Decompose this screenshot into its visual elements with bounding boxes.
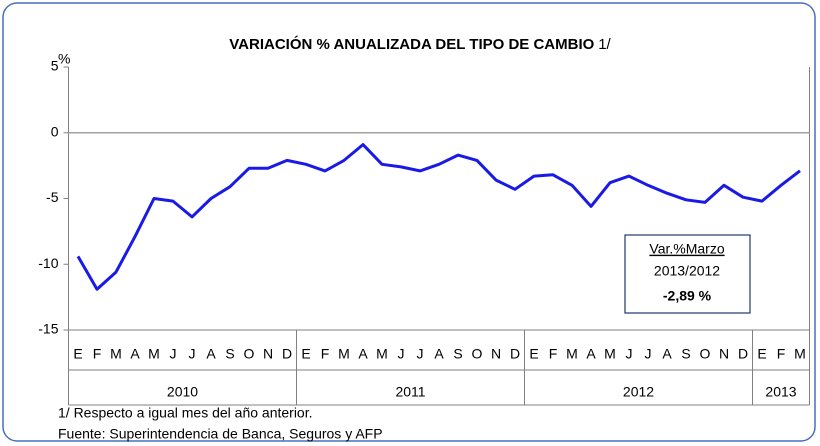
y-tick-label: -10 [38, 255, 58, 271]
x-tick-label: M [376, 346, 388, 362]
y-tick-label: 5 [51, 58, 59, 74]
x-tick-label: F [93, 346, 102, 362]
footnote: Fuente: Superintendencia de Banca, Segur… [58, 426, 383, 442]
x-tick-label: J [189, 346, 196, 362]
footnote: 1/ Respecto a igual mes del año anterior… [58, 405, 313, 421]
x-tick-label: M [338, 346, 350, 362]
x-tick-label: E [757, 346, 766, 362]
chart-title: VARIACIÓN % ANUALIZADA DEL TIPO DE CAMBI… [229, 35, 611, 53]
x-tick-label: J [645, 346, 652, 362]
x-tick-label: D [282, 346, 292, 362]
year-label: 2013 [765, 384, 796, 400]
x-tick-label: A [662, 346, 672, 362]
x-tick-label: J [398, 346, 405, 362]
x-tick-label: D [738, 346, 748, 362]
x-tick-label: A [586, 346, 596, 362]
x-tick-label: M [604, 346, 616, 362]
x-tick-label: M [794, 346, 806, 362]
x-tick-label: A [358, 346, 368, 362]
year-label: 2010 [167, 384, 198, 400]
x-tick-label: J [626, 346, 633, 362]
frame [2, 2, 816, 442]
y-tick-label: -15 [38, 321, 58, 337]
year-label: 2012 [623, 384, 654, 400]
annotation-title: Var.%Marzo [649, 241, 724, 257]
x-tick-label: S [453, 346, 462, 362]
x-tick-label: M [566, 346, 578, 362]
data-line [76, 143, 801, 291]
x-tick-label: F [777, 346, 786, 362]
x-tick-label: A [206, 346, 216, 362]
x-tick-label: A [434, 346, 444, 362]
x-tick-label: O [472, 346, 483, 362]
x-tick-label: D [510, 346, 520, 362]
x-tick-label: M [148, 346, 160, 362]
title-main: VARIACIÓN % ANUALIZADA DEL TIPO DE CAMBI… [229, 35, 594, 53]
x-tick-label: A [130, 346, 140, 362]
x-tick-label: E [301, 346, 310, 362]
year-label: 2011 [395, 384, 425, 400]
x-tick-label: F [321, 346, 330, 362]
x-tick-label: S [225, 346, 234, 362]
annotation-period: 2013/2012 [654, 263, 720, 279]
x-tick-label: N [719, 346, 729, 362]
x-tick-label: O [700, 346, 711, 362]
x-tick-label: E [529, 346, 538, 362]
x-tick-label: F [549, 346, 558, 362]
x-tick-label: J [170, 346, 177, 362]
y-tick-label: -5 [46, 189, 59, 205]
x-tick-label: J [417, 346, 424, 362]
annotation-box [624, 234, 751, 314]
x-tick-label: N [491, 346, 501, 362]
x-tick-label: S [681, 346, 690, 362]
title-note: 1/ [598, 36, 611, 53]
y-unit: % [58, 51, 70, 67]
x-tick-label: N [263, 346, 273, 362]
y-tick-label: 0 [51, 123, 59, 139]
x-tick-label: E [73, 346, 82, 362]
x-tick-label: M [110, 346, 122, 362]
x-tick-label: O [244, 346, 255, 362]
annotation-value: -2,89 % [663, 288, 712, 304]
